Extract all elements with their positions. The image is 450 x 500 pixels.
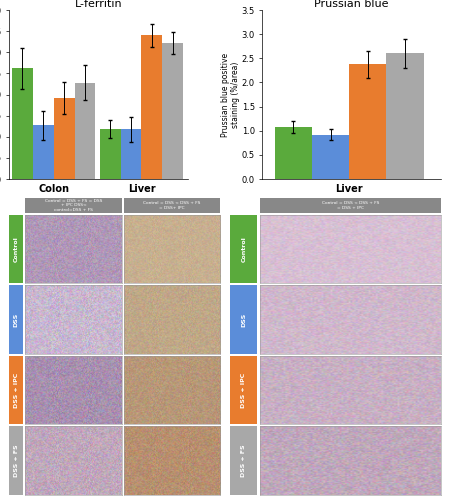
Text: DSS + FS: DSS + FS bbox=[241, 444, 246, 477]
Text: Control = DSS < DSS + FS
= DSS + IPC: Control = DSS < DSS + FS = DSS + IPC bbox=[322, 201, 379, 209]
Text: DSS: DSS bbox=[241, 312, 246, 326]
Title: L-ferritin: L-ferritin bbox=[74, 0, 122, 9]
Bar bbox=[275, 127, 312, 179]
Bar bbox=[54, 98, 75, 179]
Bar bbox=[162, 43, 183, 179]
Title: Prussian blue: Prussian blue bbox=[315, 0, 389, 9]
Text: Control = DSS < DSS + FS
= DSS+ IPC: Control = DSS < DSS + FS = DSS+ IPC bbox=[143, 201, 200, 209]
Bar bbox=[99, 129, 121, 179]
Bar bbox=[33, 126, 54, 179]
Text: Control = DSS + FS = DSS
+ IPC DSS<
control=DSS + FS: Control = DSS + FS = DSS + IPC DSS< cont… bbox=[45, 198, 102, 212]
Bar bbox=[121, 129, 141, 179]
Bar bbox=[141, 36, 162, 179]
Text: Control: Control bbox=[241, 236, 246, 262]
Bar bbox=[75, 82, 95, 179]
Y-axis label: Prussian blue positive
staining (%/area): Prussian blue positive staining (%/area) bbox=[221, 52, 240, 136]
Bar bbox=[12, 68, 33, 179]
Text: Control: Control bbox=[14, 236, 19, 262]
Text: DSS: DSS bbox=[14, 312, 19, 326]
Bar bbox=[349, 64, 387, 179]
Text: DSS + IPC: DSS + IPC bbox=[14, 372, 19, 408]
Bar bbox=[312, 134, 349, 179]
Text: DSS + IPC: DSS + IPC bbox=[241, 372, 246, 408]
Bar bbox=[387, 54, 423, 179]
Text: DSS + FS: DSS + FS bbox=[14, 444, 19, 477]
